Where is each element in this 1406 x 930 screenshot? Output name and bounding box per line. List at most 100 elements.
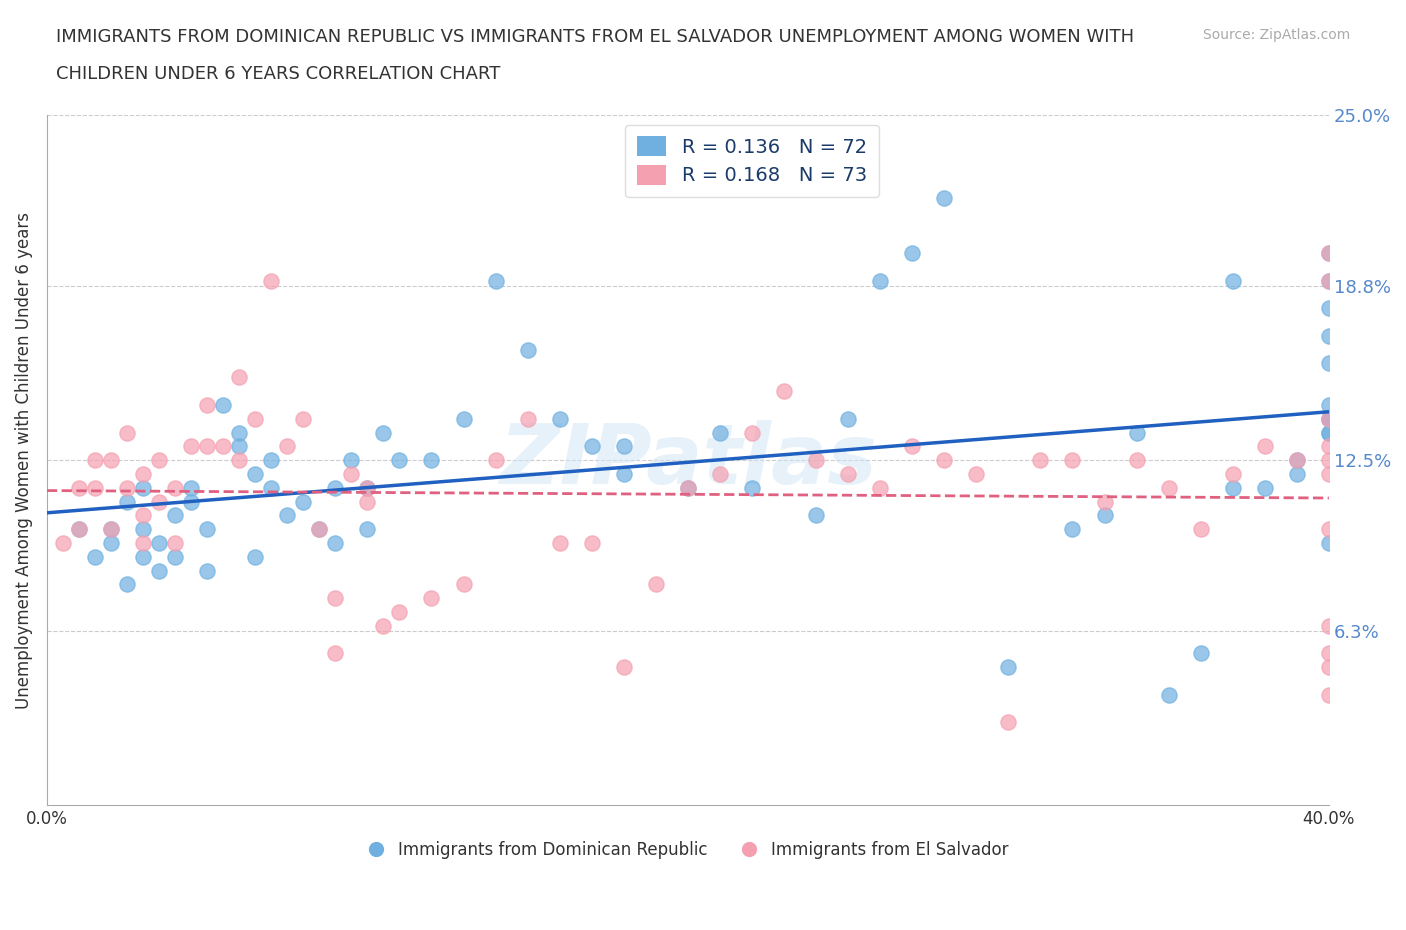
Point <box>1317 397 1340 412</box>
Text: CHILDREN UNDER 6 YEARS CORRELATION CHART: CHILDREN UNDER 6 YEARS CORRELATION CHART <box>56 65 501 83</box>
Point <box>228 370 250 385</box>
Point <box>84 453 107 468</box>
Text: Source: ZipAtlas.com: Source: ZipAtlas.com <box>1202 28 1350 42</box>
Point <box>148 453 170 468</box>
Text: IMMIGRANTS FROM DOMINICAN REPUBLIC VS IMMIGRANTS FROM EL SALVADOR UNEMPLOYMENT A: IMMIGRANTS FROM DOMINICAN REPUBLIC VS IM… <box>56 28 1135 46</box>
Point <box>581 536 603 551</box>
Point <box>1157 687 1180 702</box>
Point <box>1317 439 1340 454</box>
Point <box>1189 646 1212 661</box>
Point <box>1317 411 1340 426</box>
Point <box>1254 439 1277 454</box>
Point <box>212 439 235 454</box>
Point <box>965 467 987 482</box>
Point <box>1317 246 1340 260</box>
Point <box>165 536 187 551</box>
Point <box>67 522 90 537</box>
Point <box>212 397 235 412</box>
Point <box>644 577 666 591</box>
Point <box>356 494 378 509</box>
Point <box>165 480 187 495</box>
Point <box>613 439 636 454</box>
Point <box>388 453 411 468</box>
Point <box>132 536 155 551</box>
Point <box>1285 467 1308 482</box>
Point <box>245 467 267 482</box>
Point <box>132 522 155 537</box>
Point <box>934 191 956 206</box>
Point <box>1317 522 1340 537</box>
Point <box>773 384 796 399</box>
Point <box>1317 687 1340 702</box>
Point <box>1317 425 1340 440</box>
Point <box>1317 356 1340 371</box>
Point <box>165 550 187 565</box>
Point <box>1317 453 1340 468</box>
Point <box>115 425 138 440</box>
Point <box>709 467 731 482</box>
Point <box>1317 646 1340 661</box>
Point <box>1317 273 1340 288</box>
Point <box>1317 425 1340 440</box>
Point <box>997 715 1019 730</box>
Point <box>84 480 107 495</box>
Point <box>195 522 218 537</box>
Point <box>1317 273 1340 288</box>
Point <box>1317 246 1340 260</box>
Point <box>115 494 138 509</box>
Point <box>132 480 155 495</box>
Point <box>997 659 1019 674</box>
Point <box>180 439 202 454</box>
Point <box>1317 300 1340 315</box>
Point <box>1189 522 1212 537</box>
Point <box>325 591 347 605</box>
Point <box>276 439 298 454</box>
Point <box>148 494 170 509</box>
Point <box>195 397 218 412</box>
Point <box>132 508 155 523</box>
Point <box>340 453 363 468</box>
Point <box>165 508 187 523</box>
Point <box>1125 453 1147 468</box>
Point <box>837 411 859 426</box>
Point <box>516 411 538 426</box>
Point <box>276 508 298 523</box>
Point <box>548 411 571 426</box>
Point <box>356 522 378 537</box>
Point <box>1317 467 1340 482</box>
Point <box>581 439 603 454</box>
Point <box>1254 480 1277 495</box>
Point <box>1094 494 1116 509</box>
Point <box>388 604 411 619</box>
Point <box>484 273 506 288</box>
Point <box>741 480 763 495</box>
Point <box>115 480 138 495</box>
Point <box>308 522 330 537</box>
Point <box>245 411 267 426</box>
Point <box>67 522 90 537</box>
Point <box>676 480 699 495</box>
Point <box>804 453 827 468</box>
Text: ZIPatlas: ZIPatlas <box>499 419 877 500</box>
Point <box>1285 453 1308 468</box>
Point <box>1317 536 1340 551</box>
Point <box>228 453 250 468</box>
Point <box>228 425 250 440</box>
Point <box>1157 480 1180 495</box>
Point <box>228 439 250 454</box>
Point <box>180 480 202 495</box>
Point <box>1222 480 1244 495</box>
Point <box>453 411 475 426</box>
Point <box>869 273 891 288</box>
Point <box>100 536 122 551</box>
Point <box>195 563 218 578</box>
Point <box>100 522 122 537</box>
Point <box>148 563 170 578</box>
Point <box>1062 453 1084 468</box>
Point <box>420 591 443 605</box>
Point <box>1029 453 1052 468</box>
Point <box>195 439 218 454</box>
Point <box>325 536 347 551</box>
Point <box>516 342 538 357</box>
Point <box>613 659 636 674</box>
